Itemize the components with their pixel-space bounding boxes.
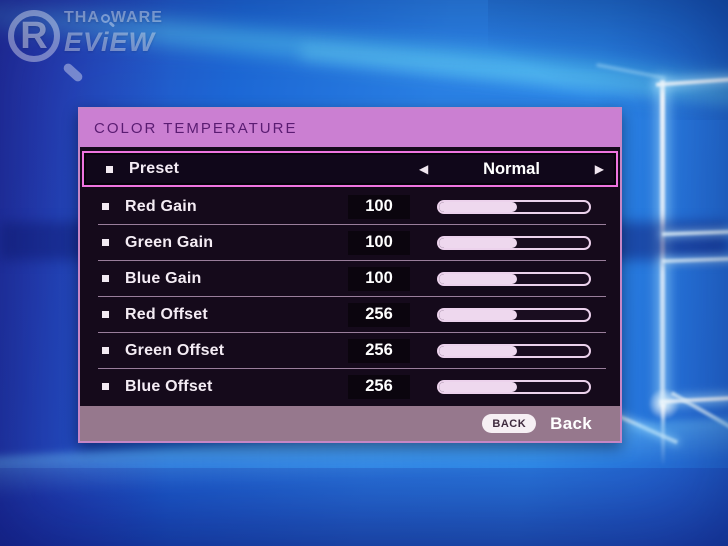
menu-title-bar: COLOR TEMPERATURE [80,109,620,147]
row-label: Red Offset [125,305,208,323]
osd-row[interactable]: Blue Gain 100 [80,261,620,296]
back-key-button[interactable]: BACK [482,414,537,433]
row-label: Green Gain [125,233,214,251]
bullet-icon [102,347,109,354]
shade-top-right [488,0,728,120]
magnifier-icon [100,13,110,23]
osd-menu: COLOR TEMPERATURE Preset ◀ Normal ▶ Red … [78,107,622,443]
watermark-line1-post: WARE [110,9,163,26]
slider-fill [439,345,517,356]
row-slider[interactable] [437,307,591,322]
arrow-left-icon[interactable]: ◀ [419,162,429,176]
bullet-icon [102,383,109,390]
row-divider [98,224,606,225]
osd-row[interactable]: Red Gain 100 [80,189,620,224]
watermark-line2: EViEW [64,27,156,57]
slider-fill [439,237,517,248]
osd-row[interactable]: Green Gain 100 [80,225,620,260]
menu-footer: BACK Back [80,406,620,441]
row-label: Blue Offset [125,377,213,395]
row-slider[interactable] [437,271,591,286]
preset-value: Normal [483,159,540,178]
magnifier-lens-icon: R [8,10,85,84]
row-divider [98,368,606,369]
arrow-right-icon[interactable]: ▶ [594,162,604,176]
osd-row[interactable]: Blue Offset 256 [80,369,620,404]
preset-label: Preset [129,160,180,177]
shade-bottom [0,468,728,546]
slider-fill [439,201,517,212]
watermark-text: THA WARE EViEW [64,4,163,56]
row-value: 256 [348,338,410,363]
row-slider[interactable] [437,343,591,358]
preset-controls: ◀ Normal ▶ [419,153,604,185]
watermark-line1-pre: THA [64,9,100,26]
bullet-icon [102,275,109,282]
osd-rows: Red Gain 100 Green Gain 100 Blue Gain 10… [80,187,620,406]
bullet-icon [102,203,109,210]
row-value: 256 [348,374,410,399]
row-divider [98,332,606,333]
row-value: 256 [348,302,410,327]
row-value: 100 [348,230,410,255]
row-slider[interactable] [437,235,591,250]
row-slider[interactable] [437,199,591,214]
slider-fill [439,273,517,284]
watermark-line1: THA WARE [64,10,163,26]
preset-row[interactable]: Preset ◀ Normal ▶ [82,151,618,187]
thaiware-review-watermark: R THA WARE EViEW [8,4,163,84]
row-label: Blue Gain [125,269,202,287]
row-label: Green Offset [125,341,225,359]
slider-fill [439,309,517,320]
back-action-label: Back [550,413,592,433]
row-label: Red Gain [125,197,197,215]
osd-row[interactable]: Red Offset 256 [80,297,620,332]
bullet-icon [102,239,109,246]
osd-row[interactable]: Green Offset 256 [80,333,620,368]
bullet-icon [102,311,109,318]
menu-title: COLOR TEMPERATURE [94,119,298,137]
row-divider [98,260,606,261]
row-value: 100 [348,194,410,219]
row-value: 100 [348,266,410,291]
logo-letter: R [20,15,48,57]
row-slider[interactable] [437,379,591,394]
row-divider [98,296,606,297]
slider-fill [439,381,517,392]
bullet-icon [106,165,113,173]
